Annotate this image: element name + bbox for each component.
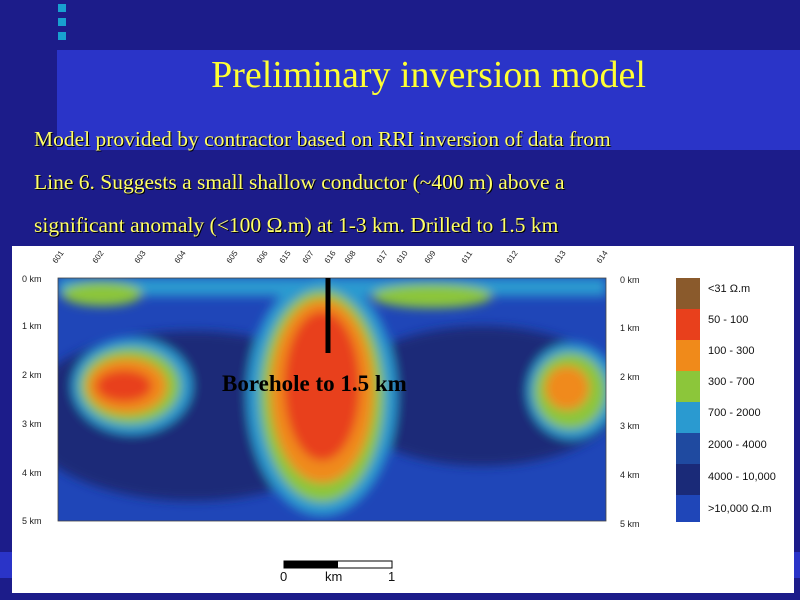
depth-label-right: 4 km bbox=[620, 470, 640, 480]
scale-end: 1 bbox=[388, 569, 396, 584]
depth-label-left: 0 km bbox=[22, 274, 42, 284]
decor-dot bbox=[58, 18, 66, 26]
resistivity-section bbox=[57, 277, 700, 569]
depth-label-left: 3 km bbox=[22, 419, 42, 429]
legend-label: 100 - 300 bbox=[708, 345, 755, 357]
decor-dot bbox=[58, 32, 66, 40]
legend-label: 700 - 2000 bbox=[708, 407, 761, 419]
depth-label-left: 5 km bbox=[22, 516, 42, 526]
legend-label: 300 - 700 bbox=[708, 376, 755, 388]
inversion-model-figure: 601 602 603 604 605 606 615 607 616 608 … bbox=[12, 246, 794, 593]
legend-label: >10,000 Ω.m bbox=[708, 503, 772, 515]
borehole-label: Borehole to 1.5 km bbox=[222, 371, 407, 396]
legend-label: 50 - 100 bbox=[708, 314, 749, 326]
body-line-2: Line 6. Suggests a small shallow conduct… bbox=[34, 170, 565, 194]
scale-unit: km bbox=[325, 569, 343, 584]
slide-title: Preliminary inversion model bbox=[211, 54, 646, 96]
slide-body: Model provided by contractor based on RR… bbox=[34, 118, 784, 247]
scale-start: 0 bbox=[280, 569, 288, 584]
legend-label: <31 Ω.m bbox=[708, 283, 751, 295]
legend-swatches bbox=[676, 278, 700, 522]
scale-bar bbox=[283, 560, 393, 569]
legend-label: 4000 - 10,000 bbox=[708, 471, 776, 483]
body-line-1: Model provided by contractor based on RR… bbox=[34, 127, 611, 151]
depth-label-right: 3 km bbox=[620, 421, 640, 431]
title-band bbox=[57, 50, 800, 150]
body-line-3: significant anomaly (<100 Ω.m) at 1-3 km… bbox=[34, 213, 559, 237]
depth-label-right: 0 km bbox=[620, 275, 640, 285]
decor-dot bbox=[58, 4, 66, 12]
depth-label-right: 5 km bbox=[620, 519, 640, 529]
depth-label-left: 1 km bbox=[22, 321, 42, 331]
depth-label-left: 4 km bbox=[22, 468, 42, 478]
resistivity-image bbox=[58, 278, 606, 521]
depth-label-right: 1 km bbox=[620, 323, 640, 333]
legend-label: 2000 - 4000 bbox=[708, 439, 767, 451]
depth-label-right: 2 km bbox=[620, 372, 640, 382]
depth-label-left: 2 km bbox=[22, 370, 42, 380]
